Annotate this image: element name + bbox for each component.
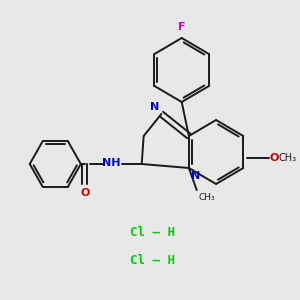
Text: NH: NH: [102, 158, 120, 168]
Text: CH₃: CH₃: [199, 193, 215, 202]
Text: N: N: [191, 171, 200, 181]
Text: O: O: [270, 153, 279, 163]
Text: F: F: [178, 22, 185, 32]
Text: O: O: [80, 188, 89, 198]
Text: Cl – H: Cl – H: [130, 254, 175, 266]
Text: CH₃: CH₃: [278, 153, 297, 163]
Text: Cl – H: Cl – H: [130, 226, 175, 238]
Text: N: N: [150, 102, 159, 112]
